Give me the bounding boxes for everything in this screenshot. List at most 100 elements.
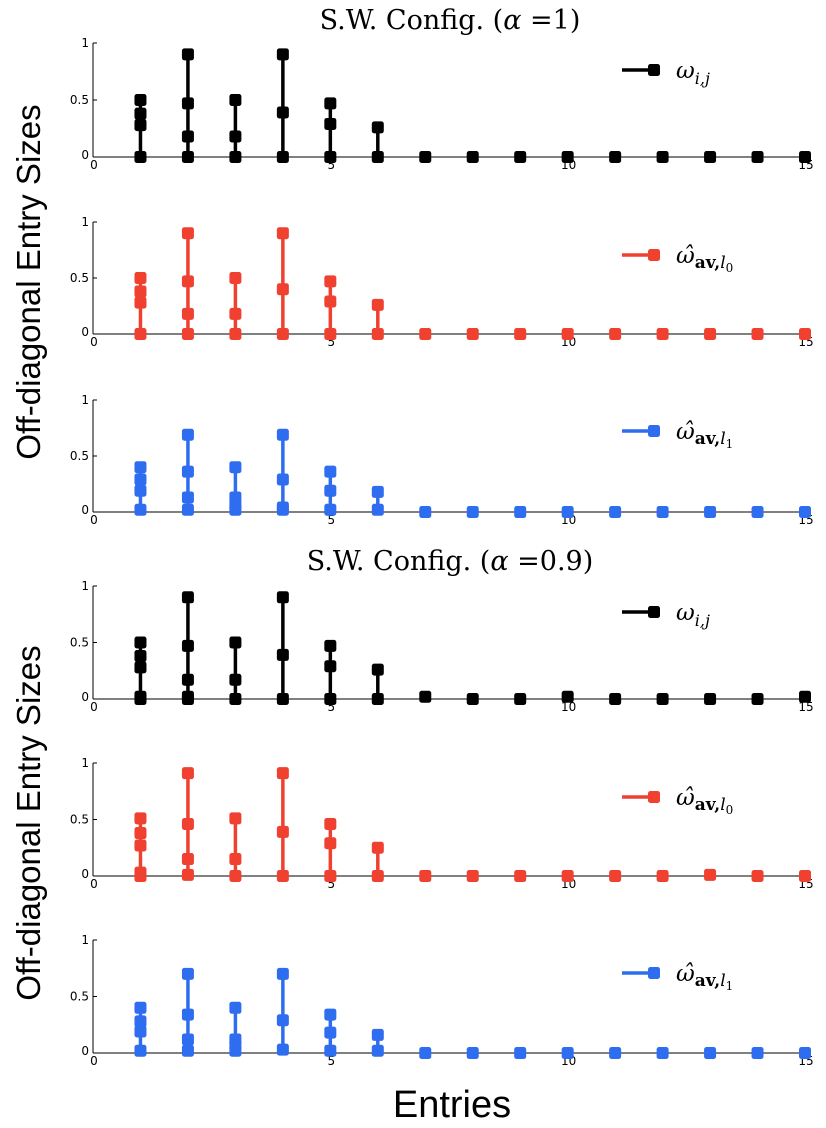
stem-marker bbox=[609, 151, 622, 163]
stem-marker bbox=[229, 272, 242, 284]
stem-marker bbox=[181, 639, 194, 652]
y-tick-label: 0.5 bbox=[70, 636, 89, 650]
stem-marker bbox=[799, 328, 811, 340]
stem-marker bbox=[276, 1014, 289, 1027]
stem-marker bbox=[371, 1044, 384, 1057]
stem-marker bbox=[181, 151, 194, 163]
stem-marker bbox=[276, 48, 289, 61]
stem-marker bbox=[466, 506, 479, 518]
stem-marker bbox=[276, 227, 289, 240]
stem-marker bbox=[514, 328, 527, 340]
stem-marker bbox=[134, 1044, 147, 1057]
stem-marker bbox=[704, 693, 717, 705]
stem-marker bbox=[134, 473, 147, 486]
stem-marker bbox=[276, 473, 289, 486]
stem-marker bbox=[419, 870, 432, 882]
stem-marker bbox=[704, 328, 717, 340]
stem-marker bbox=[181, 491, 194, 504]
stem-marker bbox=[371, 841, 384, 854]
stem-marker bbox=[134, 296, 147, 309]
stem-marker bbox=[181, 673, 194, 686]
stem-marker bbox=[561, 1047, 574, 1059]
legend-label: ωi,j bbox=[676, 600, 710, 630]
y-tick-label: 0 bbox=[81, 325, 89, 339]
stem-marker bbox=[229, 328, 242, 340]
stem-marker bbox=[419, 690, 432, 703]
stem-marker bbox=[609, 506, 622, 518]
stem-marker bbox=[419, 328, 432, 340]
stem-marker bbox=[276, 825, 289, 838]
stem-marker bbox=[276, 283, 289, 296]
y-tick-label: 1 bbox=[81, 36, 89, 50]
y-tick-label: 0 bbox=[81, 148, 89, 162]
stem-marker bbox=[561, 690, 574, 703]
stem-marker bbox=[181, 275, 194, 288]
stem-marker bbox=[751, 328, 764, 340]
stem-marker bbox=[324, 1044, 337, 1057]
stem-marker bbox=[181, 48, 194, 61]
stem-marker bbox=[324, 818, 337, 831]
stem-marker bbox=[276, 328, 289, 340]
x-tick-label: 5 bbox=[328, 700, 336, 714]
stem-marker bbox=[134, 503, 147, 516]
stem-marker bbox=[371, 298, 384, 311]
subplot-g1-p2: 00.510 5 10 15ω̂av,l1 bbox=[70, 933, 814, 1068]
stem-marker bbox=[799, 1047, 811, 1059]
y-tick-label: 1 bbox=[81, 215, 89, 229]
stem-marker bbox=[371, 663, 384, 676]
legend: ω̂av,l0 bbox=[622, 785, 733, 817]
stem-marker bbox=[229, 503, 242, 516]
subplot-g0-p1: 00.510 5 10 15ω̂av,l0 bbox=[70, 215, 814, 349]
stem-marker bbox=[134, 461, 147, 474]
stem-marker bbox=[229, 94, 242, 106]
x-axis-label: Entries bbox=[393, 1084, 511, 1126]
x-tick-label: 5 bbox=[328, 335, 336, 349]
stem-marker bbox=[324, 465, 337, 478]
stem-marker bbox=[751, 693, 764, 705]
stem-marker bbox=[324, 328, 337, 340]
legend: ωi,j bbox=[622, 58, 710, 88]
stem-marker bbox=[181, 465, 194, 478]
stem-marker bbox=[229, 870, 242, 882]
bottom-y-axis-label: Off-diagonal Entry Sizes bbox=[10, 645, 47, 1000]
stem-marker bbox=[134, 827, 147, 840]
stem-marker bbox=[181, 767, 194, 780]
legend-marker bbox=[648, 425, 660, 437]
stem-marker bbox=[181, 307, 194, 320]
stem-marker bbox=[324, 484, 337, 497]
stem-marker bbox=[134, 272, 147, 284]
stem-marker bbox=[324, 639, 337, 652]
y-tick-label: 1 bbox=[81, 579, 89, 593]
y-tick-label: 0.5 bbox=[70, 93, 89, 107]
stem-marker bbox=[324, 97, 337, 110]
stem-marker bbox=[656, 693, 669, 705]
stem-marker bbox=[514, 151, 527, 163]
stem-marker bbox=[324, 1026, 337, 1039]
x-tick-label: 0 bbox=[90, 877, 98, 891]
stem-marker bbox=[656, 328, 669, 340]
stem-marker bbox=[799, 870, 811, 882]
stem-marker bbox=[371, 485, 384, 498]
stem-marker bbox=[276, 648, 289, 661]
stem-marker bbox=[704, 506, 717, 518]
stem-marker bbox=[371, 503, 384, 516]
stem-marker bbox=[419, 1047, 432, 1059]
x-tick-label: 10 bbox=[561, 700, 576, 714]
bottom-group-title: S.W. Config. (α =0.9) bbox=[307, 546, 594, 577]
stem-marker bbox=[656, 506, 669, 518]
stem-marker bbox=[134, 839, 147, 852]
stem-marker bbox=[466, 328, 479, 340]
stem-marker bbox=[134, 119, 147, 132]
stem-marker bbox=[656, 151, 669, 163]
stem-marker bbox=[419, 151, 432, 163]
legend-label: ω̂av,l1 bbox=[676, 419, 733, 451]
stem-marker bbox=[134, 693, 147, 705]
stem-marker bbox=[609, 328, 622, 340]
top-y-axis-label: Off-diagonal Entry Sizes bbox=[10, 104, 47, 459]
stem-marker bbox=[324, 275, 337, 288]
stem-marker bbox=[181, 227, 194, 240]
legend: ω̂av,l0 bbox=[622, 243, 733, 275]
legend-label: ωi,j bbox=[676, 58, 710, 88]
